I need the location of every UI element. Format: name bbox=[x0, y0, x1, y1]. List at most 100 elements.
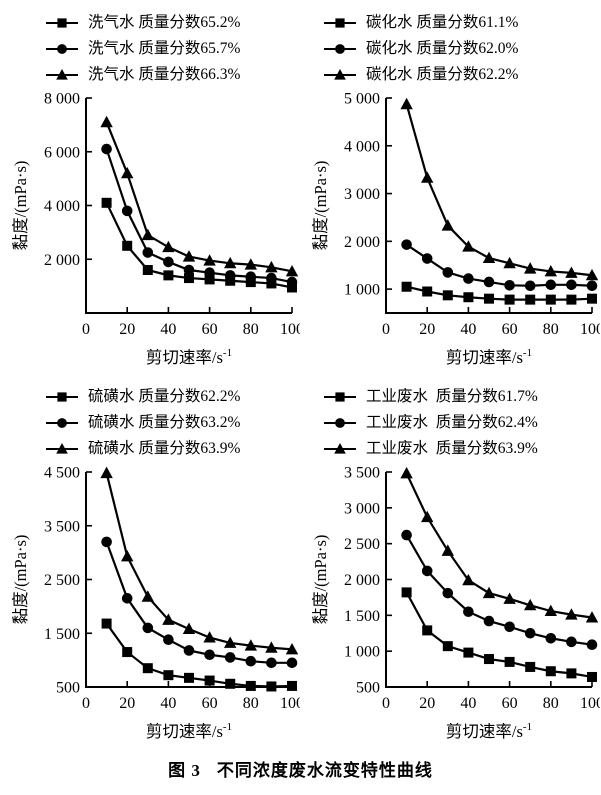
triangle-marker-icon bbox=[182, 622, 196, 634]
legend-marker bbox=[46, 442, 78, 454]
circle-marker-icon bbox=[224, 270, 236, 281]
legend-label: 硫磺水 质量分数63.2% bbox=[88, 413, 241, 431]
triangle-marker-icon bbox=[585, 268, 599, 281]
x-tick-label: 60 bbox=[202, 695, 218, 712]
x-tick-label: 100 bbox=[280, 695, 300, 712]
legend-label: 工业废水 质量分数61.7% bbox=[366, 387, 538, 405]
triangle-marker-icon bbox=[334, 68, 346, 80]
square-marker-icon bbox=[101, 197, 112, 208]
series-line bbox=[105, 148, 293, 284]
circle-marker-icon bbox=[421, 253, 433, 264]
triangle-marker-icon bbox=[524, 598, 537, 611]
circle-marker-icon bbox=[566, 636, 577, 648]
circle-marker-icon bbox=[335, 417, 345, 428]
triangle-marker-icon bbox=[141, 590, 154, 602]
y-tick-label: 4 000 bbox=[44, 198, 80, 215]
y-tick-label: 2 000 bbox=[344, 234, 380, 251]
triangle-marker-icon bbox=[244, 258, 257, 270]
circle-marker-icon bbox=[183, 264, 195, 276]
charts-grid: 洗气水 质量分数65.2% 洗气水 质量分数65.7% 洗气水 质量分数66.3% 2… bbox=[0, 2, 600, 741]
triangle-marker-icon bbox=[224, 256, 237, 269]
x-tick-label: 0 bbox=[382, 695, 390, 712]
circle-marker-icon bbox=[463, 606, 474, 618]
legend-item: 洗气水 质量分数65.7% bbox=[45, 36, 300, 61]
triangle-marker-icon bbox=[400, 97, 413, 110]
x-axis-label: 剪切速率/s-1 bbox=[146, 721, 232, 741]
circle-marker-icon bbox=[586, 639, 598, 651]
circle-marker-icon bbox=[121, 205, 133, 217]
series-line bbox=[405, 534, 593, 646]
triangle-marker-icon bbox=[400, 467, 413, 479]
legend-marker bbox=[324, 442, 356, 454]
circle-marker-icon bbox=[483, 615, 495, 627]
x-tick-label: 60 bbox=[202, 321, 218, 338]
square-marker-icon bbox=[335, 17, 345, 28]
circle-marker-icon bbox=[163, 256, 174, 268]
legend-xiqishui: 洗气水 质量分数65.2% 洗气水 质量分数65.7% 洗气水 质量分数66.3% bbox=[0, 2, 300, 87]
square-marker-icon bbox=[57, 391, 67, 402]
circle-marker-icon bbox=[524, 280, 536, 292]
circle-marker-icon bbox=[121, 593, 133, 604]
circle-marker-icon bbox=[183, 645, 195, 656]
y-tick-label: 500 bbox=[356, 680, 380, 697]
circle-marker-icon bbox=[442, 267, 454, 278]
square-marker-icon bbox=[266, 681, 277, 692]
y-tick-label: 4 500 bbox=[44, 465, 80, 482]
square-marker-icon bbox=[587, 293, 597, 304]
y-tick-label: 1 000 bbox=[344, 644, 380, 661]
square-marker-icon bbox=[184, 273, 194, 284]
legend-item: 工业废水 质量分数63.9% bbox=[323, 436, 600, 461]
legend-tanhuashui: 碳化水 质量分数61.1% 碳化水 质量分数62.0% 碳化水 质量分数62.2% bbox=[300, 2, 600, 87]
square-marker-icon bbox=[225, 275, 236, 286]
circle-marker-icon bbox=[101, 143, 112, 155]
chart-panel-xiqishui: 洗气水 质量分数65.2% 洗气水 质量分数65.7% 洗气水 质量分数66.3% 2… bbox=[0, 2, 300, 376]
circle-marker-icon bbox=[266, 272, 277, 284]
series-line bbox=[405, 472, 593, 619]
square-marker-icon bbox=[545, 666, 556, 677]
triangle-marker-icon bbox=[421, 171, 434, 183]
square-marker-icon bbox=[287, 282, 297, 293]
legend-marker bbox=[324, 391, 356, 402]
square-marker-icon bbox=[504, 294, 515, 305]
circle-marker-icon bbox=[504, 279, 515, 291]
triangle-marker-icon bbox=[503, 592, 516, 604]
triangle-marker-icon bbox=[162, 240, 175, 253]
x-axis-label: 剪切速率/s-1 bbox=[146, 347, 232, 367]
y-tick-label: 2 000 bbox=[344, 572, 380, 589]
circle-marker-icon bbox=[545, 632, 557, 644]
square-marker-icon bbox=[587, 671, 597, 682]
x-tick-label: 40 bbox=[460, 695, 476, 712]
triangle-marker-icon bbox=[56, 442, 68, 454]
square-marker-icon bbox=[204, 274, 215, 285]
legend-marker bbox=[324, 43, 356, 54]
circle-marker-icon bbox=[483, 276, 495, 288]
square-marker-icon bbox=[566, 668, 577, 679]
triangle-marker-icon bbox=[334, 442, 346, 454]
triangle-marker-icon bbox=[203, 254, 216, 266]
y-tick-label: 2 500 bbox=[44, 572, 80, 589]
triangle-marker-icon bbox=[244, 639, 257, 651]
square-marker-icon bbox=[463, 647, 474, 658]
x-tick-label: 80 bbox=[243, 321, 259, 338]
legend-label: 洗气水 质量分数65.7% bbox=[88, 39, 241, 57]
square-marker-icon bbox=[566, 294, 577, 305]
triangle-marker-icon bbox=[265, 641, 278, 653]
square-marker-icon bbox=[245, 680, 256, 691]
x-tick-label: 0 bbox=[382, 321, 390, 338]
legend-marker bbox=[46, 17, 78, 28]
circle-marker-icon bbox=[224, 652, 236, 663]
y-axis-label: 黏度/(mPa·s) bbox=[311, 535, 330, 625]
triangle-marker-icon bbox=[585, 611, 599, 623]
triangle-marker-icon bbox=[421, 510, 434, 523]
square-marker-icon bbox=[484, 654, 494, 665]
circle-marker-icon bbox=[266, 657, 277, 669]
x-tick-label: 20 bbox=[119, 695, 135, 712]
y-tick-label: 5 000 bbox=[344, 91, 380, 108]
triangle-marker-icon bbox=[524, 262, 537, 274]
circle-marker-icon bbox=[163, 634, 174, 645]
legend-marker bbox=[46, 417, 78, 428]
series-line bbox=[105, 472, 293, 651]
square-marker-icon bbox=[484, 293, 494, 304]
x-tick-label: 100 bbox=[580, 321, 600, 338]
